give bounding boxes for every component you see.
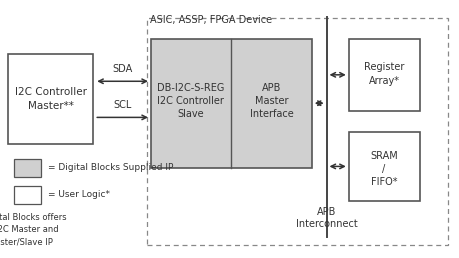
Text: Master**: Master** (28, 101, 73, 111)
Text: SRAM: SRAM (369, 151, 397, 161)
Text: Interface: Interface (249, 109, 293, 118)
Bar (151, 39, 311, 168)
Bar (348, 132, 419, 201)
Bar (14, 186, 41, 204)
Text: = User Logic*: = User Logic* (48, 190, 110, 199)
Text: SCL: SCL (113, 100, 132, 110)
Text: Register: Register (363, 62, 403, 72)
Bar (14, 159, 41, 177)
Text: I2C Controller: I2C Controller (157, 96, 224, 106)
Text: I2C Controller: I2C Controller (15, 87, 86, 96)
Text: SDA: SDA (112, 63, 133, 74)
Text: = Digital Blocks Supplied IP: = Digital Blocks Supplied IP (48, 163, 174, 172)
Text: APB: APB (261, 83, 280, 93)
Text: ASIC, ASSP, FPGA Device: ASIC, ASSP, FPGA Device (149, 14, 271, 25)
Text: APB
Interconnect: APB Interconnect (295, 207, 357, 229)
Text: DB-I2C-S-REG: DB-I2C-S-REG (157, 83, 224, 93)
Text: Slave: Slave (177, 109, 204, 118)
Text: Array*: Array* (368, 76, 399, 86)
Text: Master: Master (254, 96, 287, 106)
Text: /: / (381, 164, 385, 174)
Text: FIFO*: FIFO* (370, 177, 397, 187)
Bar (147, 18, 448, 245)
Bar (8, 54, 93, 144)
Text: **Digital Blocks offers
an I2C Master and
Master/Slave IP: **Digital Blocks offers an I2C Master an… (0, 213, 67, 247)
Bar (348, 39, 419, 111)
